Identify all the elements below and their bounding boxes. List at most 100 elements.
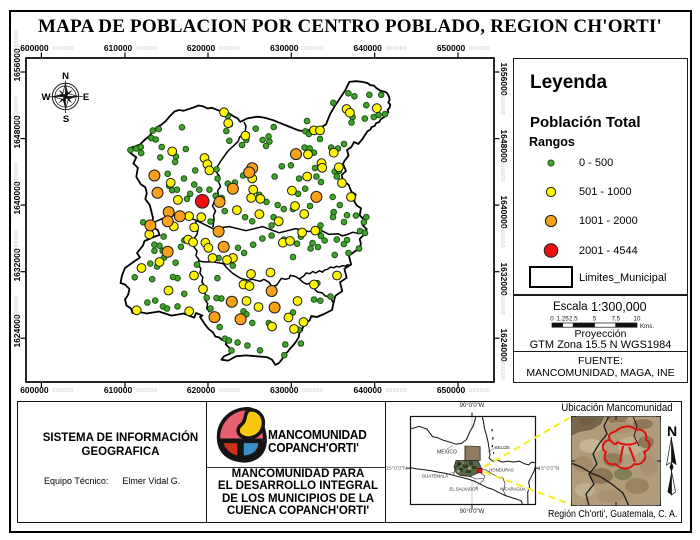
- compass-n: N: [62, 71, 69, 82]
- settlement-dot-yellow: [204, 165, 215, 176]
- settlement-dot-yellow: [285, 236, 295, 246]
- settlement-dot-green: [360, 218, 368, 226]
- compass-e: E: [83, 92, 89, 103]
- settlement-dot-yellow: [303, 149, 313, 160]
- coord-x-bottom-gray: 000000: [302, 387, 324, 394]
- north-arrow: [666, 437, 677, 496]
- settlement-dot-orange: [213, 195, 226, 208]
- scale-bar-segment: [594, 322, 617, 328]
- settlement-dot-green: [206, 186, 213, 193]
- settlement-dot-yellow: [223, 118, 234, 128]
- page-title: MAPA DE POBLACION POR CENTRO POBLADO, RE…: [38, 16, 662, 37]
- inset-map-ubicacion[interactable]: [571, 416, 661, 506]
- settlement-dot-green: [314, 243, 322, 251]
- settlement-dot-green: [144, 299, 151, 306]
- settlement-dot-green: [270, 123, 278, 131]
- org-line: MANCOMUNIDAD PARA: [231, 468, 365, 480]
- settlement-dot-green: [345, 90, 352, 97]
- settlement-dot-green: [317, 178, 325, 186]
- settlement-dot-green: [333, 236, 341, 243]
- settlement-dot-yellow: [167, 146, 178, 157]
- settlement-dot-green: [329, 213, 337, 221]
- settlement-dot-yellow: [299, 209, 310, 219]
- settlement-dot-yellow: [332, 270, 342, 281]
- coord-y-left-gray: 0000000: [13, 295, 20, 321]
- legend-symbol-3: [543, 243, 559, 258]
- settlement-dot-yellow: [283, 312, 294, 323]
- settlement-dot-green: [311, 164, 319, 172]
- settlement-dot-red: [194, 194, 210, 209]
- coord-x-bottom-gray: 000000: [469, 387, 491, 394]
- inset2-terrain: [571, 416, 658, 502]
- inset1-label-belize: BELIZE: [495, 445, 510, 450]
- settlement-dot-green: [317, 297, 324, 305]
- settlement-dot-yellow: [184, 211, 195, 222]
- settlement-dot-orange: [148, 169, 161, 182]
- settlement-dot-green: [228, 347, 235, 354]
- scale-bar-unit: Kms.: [640, 323, 654, 330]
- settlement-dot-green: [281, 351, 288, 359]
- settlement-dot-green: [259, 235, 266, 242]
- settlement-dot-yellow: [290, 201, 300, 211]
- inset1-label-honduras: HONDURAS: [489, 468, 514, 473]
- settlement-dot-green: [266, 138, 273, 145]
- coord-x-bottom: 640000: [353, 385, 382, 395]
- settlement-dot-green: [271, 173, 278, 180]
- settlement-dot-green: [297, 340, 305, 347]
- main-map[interactable]: [18, 50, 502, 390]
- org-line: DE LOS MUNICIPIOS DE LA: [221, 492, 375, 505]
- settlement-dot-green: [137, 149, 145, 157]
- coord-x-bottom-gray: 000000: [136, 387, 158, 394]
- coord-y-right-gray: 0000000: [500, 156, 507, 182]
- compass-rose: N S W E: [42, 71, 90, 125]
- settlement-dot-yellow: [173, 195, 183, 205]
- settlement-dot-green: [336, 201, 344, 209]
- settlement-dot-green: [148, 275, 156, 283]
- source-line1: FUENTE:: [578, 354, 623, 367]
- settlement-dot-green: [207, 305, 214, 312]
- settlement-dot-orange: [226, 182, 239, 195]
- settlement-dot-orange: [225, 295, 238, 308]
- coord-x-bottom-gray: 000000: [52, 387, 74, 394]
- settlement-dot-green: [329, 193, 337, 201]
- settlement-dot-yellow: [203, 242, 214, 253]
- settlement-dot-green: [377, 91, 385, 99]
- settlement-dot-yellow: [232, 205, 242, 216]
- coord-y-right-gray: 0000000: [500, 289, 507, 315]
- coord-y-left-gray: 0000000: [13, 96, 20, 122]
- settlement-dot-green: [213, 294, 220, 302]
- settlement-dot-green: [268, 222, 275, 229]
- settlement-dot-green: [330, 99, 337, 107]
- inset2-ticks: [571, 416, 661, 506]
- settlement-dot-green: [278, 163, 286, 170]
- settlement-dot-green: [181, 290, 188, 298]
- page-border: [9, 10, 692, 533]
- coord-x-bottom-gray: 000000: [219, 387, 241, 394]
- settlement-dot-green: [293, 240, 301, 247]
- settlement-dot-yellow: [346, 192, 356, 202]
- municipal-boundary-4: [198, 260, 352, 287]
- coord-x-bottom: 620000: [186, 385, 216, 395]
- inset1-peten: [464, 445, 481, 461]
- settlement-dot-green: [340, 140, 348, 148]
- settlement-dot-yellow: [265, 267, 276, 278]
- settlement-dot-green: [186, 190, 194, 198]
- source-panel: FUENTE: MANCOMUNIDAD, MAGA, INE: [513, 350, 688, 383]
- settlement-dot-green: [214, 175, 221, 182]
- settlement-dot-green: [348, 119, 355, 126]
- settlement-dot-green: [248, 218, 256, 225]
- settlement-dot-green: [234, 244, 242, 252]
- inset1-chorti-marker: [477, 468, 483, 474]
- inset-map-central-america[interactable]: MÉXICO BELIZE GUATEMALA HONDURAS EL SALV…: [406, 412, 540, 509]
- settlement-dot-green: [295, 175, 303, 182]
- settlement-dot-green: [149, 127, 157, 134]
- logo-wordmark: MANCOMUNIDAD COPANCH'ORTI': [268, 428, 367, 455]
- coord-x-bottom: 630000: [270, 385, 299, 395]
- inset1-label-nicaragua: NICARAGUA: [500, 487, 526, 492]
- legend-section-rangos: Rangos: [529, 135, 575, 149]
- mancomunidad-logo-icon: [216, 407, 267, 463]
- settlement-dot-orange: [144, 219, 157, 232]
- settlement-dot-yellow: [328, 147, 339, 158]
- settlement-dot-green: [340, 218, 348, 226]
- legend-subtitle: Población Total: [530, 114, 641, 131]
